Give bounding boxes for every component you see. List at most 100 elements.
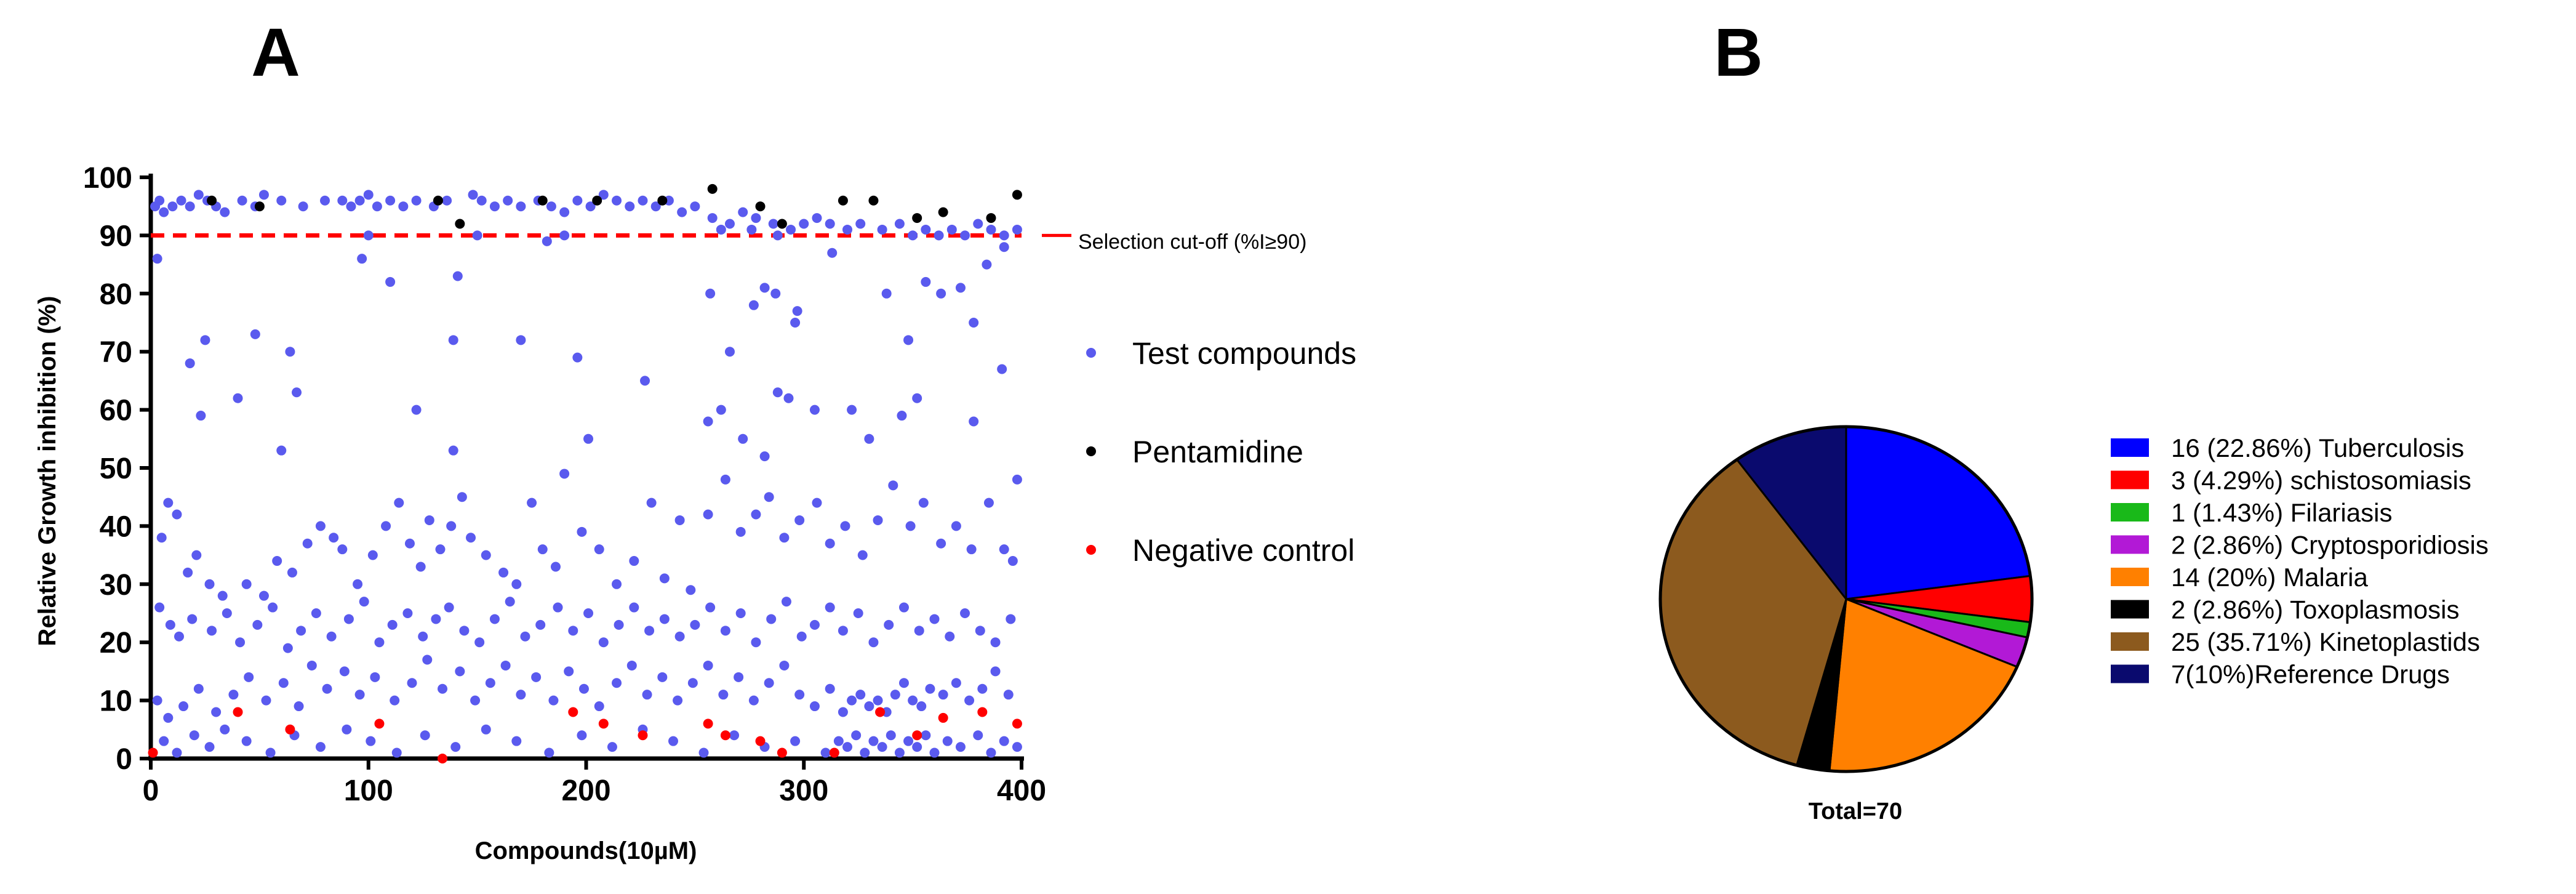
test-compound-point [716,224,726,235]
test-compound-point [444,602,454,613]
test-compound-point [718,690,729,700]
test-compound-point [363,230,374,241]
y-tick-label: 80 [100,278,132,311]
test-compound-point [385,276,396,287]
test-compound-point [200,335,210,345]
test-compound-point [820,747,831,758]
pie-chart: Total=70 16 (22.86%) Tuberculosis 3 (4.29… [1658,425,2489,824]
negative-control-point [598,719,609,729]
test-compound-point [220,207,230,217]
test-compound-point [964,695,975,706]
test-compound-point [455,666,465,677]
test-compound-point [746,224,757,235]
legend-marker [1086,348,1096,358]
test-compound-point [315,521,326,531]
y-tick-label: 50 [100,453,132,485]
test-compound-point [790,318,801,328]
test-compound-point [542,236,552,246]
test-compound-point [276,445,287,456]
test-compound-point [329,533,339,543]
test-compound-point [503,195,513,206]
test-compound-point [951,521,961,531]
test-compound-point [159,736,169,746]
test-compound-point [366,736,376,746]
negative-control-point [638,730,648,741]
test-compound-point [287,567,297,578]
test-compound-point [890,690,900,700]
test-compound-point [657,672,668,682]
test-compound-point [559,469,570,479]
negative-control-point [1012,719,1022,729]
test-compound-point [772,387,783,398]
pentamidine-point [777,219,787,229]
test-compound-point [357,254,367,264]
test-compound-point [193,190,204,200]
test-compound-point [884,619,894,630]
test-compound-point [285,347,295,357]
test-compound-point [250,329,260,339]
test-compound-point [888,480,898,491]
pie-legend-swatch [2111,568,2149,586]
test-compound-point [420,730,430,741]
test-compound-point [914,626,924,636]
test-compound-point [154,602,165,613]
test-compound-point [265,747,276,758]
test-compound-point [659,573,670,584]
test-compound-point [520,631,530,642]
test-compound-point [638,195,648,206]
test-compound-point [912,393,922,403]
test-compound-point [204,742,215,752]
test-compound-point [585,201,596,212]
test-compound-point [516,201,526,212]
pentamidine-point [657,195,668,206]
test-compound-point [973,730,983,741]
negative-control-point [777,747,787,758]
test-compound-point [864,433,874,444]
test-compound-point [942,736,953,746]
test-compound-point [847,405,857,415]
test-compound-point [553,602,563,613]
y-tick-label: 40 [100,510,132,543]
test-compound-point [594,701,604,712]
test-compound-point [825,219,835,229]
test-compound-point [233,393,243,403]
test-compound-point [568,626,578,636]
test-compound-point [516,690,526,700]
test-compound-point [779,533,790,543]
negative-control-point [755,736,766,746]
test-compound-point [825,602,835,613]
pie-legend-label: 16 (22.86%) Tuberculosis [2171,433,2464,462]
test-compound-point [790,736,801,746]
pentamidine-point [868,195,879,206]
test-compound-point [343,614,354,624]
test-compound-point [903,335,914,345]
test-compound-point [703,509,713,520]
test-compound-point [674,631,685,642]
pentamidine-point [938,207,948,217]
pie-legend-swatch [2111,438,2149,457]
test-compound-point [598,637,609,648]
y-tick-label: 10 [100,685,132,718]
test-compound-point [516,335,526,345]
test-compound-point [614,619,624,630]
test-compound-point [583,433,594,444]
test-compound-point [982,259,992,270]
test-compound-point [703,660,713,670]
test-compound-point [716,405,726,415]
test-compound-point [363,190,374,200]
panel-a-label: A [251,15,300,91]
test-compound-point [353,579,363,589]
test-compound-point [751,509,761,520]
pie-legend-label: 7(10%)Reference Drugs [2171,660,2450,689]
test-compound-point [407,678,417,688]
test-compound-point [450,742,461,752]
test-compound-point [598,190,609,200]
test-compound-point [842,742,852,752]
test-compound-point [607,742,617,752]
test-compound-point [178,701,189,712]
test-compound-point [946,224,957,235]
test-compound-point [572,195,583,206]
test-compound-point [838,707,848,717]
y-tick-label: 90 [100,220,132,252]
test-compound-point [381,521,391,531]
